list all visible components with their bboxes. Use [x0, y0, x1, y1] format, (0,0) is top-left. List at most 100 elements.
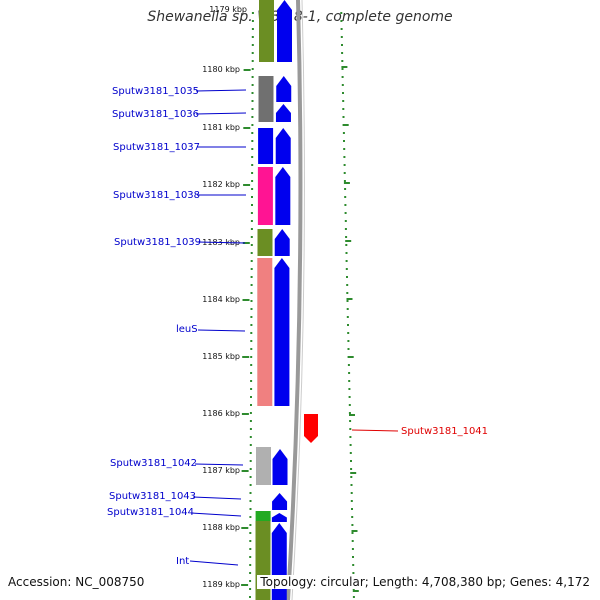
tick-dot-left	[249, 444, 252, 446]
tick-dot-left	[250, 284, 253, 286]
kbp-label: 1184 kbp	[202, 295, 240, 304]
kbp-label: 1181 kbp	[202, 123, 240, 132]
tick-dot-left	[250, 276, 253, 278]
tick-dot-left	[250, 260, 253, 262]
tick-dot-left	[249, 468, 252, 470]
forward-gene-arrow	[274, 258, 290, 406]
tick-dot-left	[249, 460, 252, 462]
tick-dot-right	[344, 212, 347, 214]
genome-backbone-edge	[291, 0, 305, 600]
tick-dot-left	[250, 324, 253, 326]
category-block	[258, 76, 274, 122]
tick-dot-right	[352, 564, 355, 566]
tick-dot-right	[347, 324, 349, 326]
tick-dot-right	[343, 140, 345, 142]
tick-dot-right	[345, 252, 348, 254]
tick-dot-right	[342, 108, 345, 110]
tick-dot-right	[342, 132, 345, 134]
tick-dot-right	[347, 340, 350, 342]
tick-dot-right	[341, 52, 344, 54]
tick-dot-left	[250, 292, 253, 294]
tick-dot-right	[349, 428, 352, 430]
tick-dot-left	[251, 196, 253, 198]
tick-dot-left	[249, 452, 252, 454]
gene-label: Int	[176, 556, 189, 567]
tick-dot-left	[251, 180, 254, 182]
tick-dot-left	[250, 300, 253, 302]
tick-dot-left	[249, 532, 252, 534]
tick-dot-right	[347, 332, 350, 334]
kbp-tick-left	[242, 242, 250, 244]
tick-dot-right	[343, 156, 346, 158]
tick-dot-right	[346, 276, 348, 278]
gene-leader-line	[189, 560, 239, 566]
tick-dot-right	[343, 164, 346, 166]
gene-label: Sputw3181_1039	[114, 237, 201, 248]
tick-dot-left	[251, 132, 254, 134]
kbp-label: 1189 kbp	[202, 580, 240, 589]
gene-leader-line	[194, 463, 244, 466]
tick-dot-left	[250, 220, 253, 222]
tick-dot-left	[251, 20, 254, 22]
tick-dot-left	[251, 188, 254, 190]
kbp-tick-left	[241, 527, 249, 529]
tick-dot-right	[344, 204, 347, 206]
tick-dot-right	[345, 244, 348, 246]
tick-dot-right	[342, 92, 344, 94]
kbp-tick-right	[352, 590, 359, 592]
tick-dot-left	[251, 100, 254, 102]
tick-dot-left	[250, 332, 253, 334]
tick-dot-right	[351, 516, 354, 518]
tick-dot-right	[348, 388, 351, 390]
tick-dot-left	[251, 124, 254, 126]
tick-dot-right	[344, 220, 347, 222]
tick-dot-right	[346, 316, 349, 318]
tick-dot-left	[251, 28, 254, 30]
category-block	[257, 167, 273, 225]
tick-dot-left	[249, 420, 252, 422]
tick-dot-right	[347, 364, 350, 366]
kbp-tick-right	[346, 298, 353, 300]
tick-dot-right	[347, 348, 350, 350]
tick-dot-right	[341, 60, 344, 62]
tick-dot-left	[249, 580, 252, 582]
tick-dot-left	[251, 156, 254, 158]
kbp-tick-right	[347, 356, 354, 358]
gene-leader-line	[351, 429, 399, 432]
category-block	[257, 258, 273, 406]
topology-label: Topology: circular; Length: 4,708,380 bp…	[257, 575, 590, 589]
tick-dot-right	[346, 284, 349, 286]
tick-dot-right	[351, 524, 354, 526]
tick-dot-left	[249, 436, 252, 438]
tick-dot-left	[251, 172, 254, 174]
tick-dot-right	[350, 500, 353, 502]
forward-gene-arrow	[271, 513, 287, 522]
genome-backbone	[286, 0, 303, 600]
tick-dot-right	[346, 300, 349, 302]
tick-dot-right	[352, 596, 355, 598]
tick-dot-left	[249, 492, 252, 494]
tick-dot-right	[341, 76, 344, 78]
tick-dot-left	[250, 396, 252, 398]
tick-dot-right	[341, 84, 344, 86]
tick-dot-right	[352, 556, 354, 558]
tick-dot-right	[350, 468, 353, 470]
tick-dot-left	[251, 68, 254, 70]
kbp-tick-right	[351, 530, 358, 532]
tick-dot-right	[348, 412, 351, 414]
forward-gene-arrow	[275, 167, 291, 225]
gene-leader-line	[196, 241, 246, 244]
tick-dot-right	[349, 420, 352, 422]
tick-dot-left	[251, 108, 254, 110]
tick-dot-right	[340, 12, 343, 14]
tick-dot-left	[250, 316, 253, 318]
kbp-label: 1185 kbp	[202, 352, 240, 361]
tick-dot-left	[250, 268, 253, 270]
kbp-tick-left	[243, 184, 251, 186]
tick-dot-right	[341, 44, 343, 46]
tick-dot-right	[340, 28, 343, 30]
tick-dot-right	[344, 188, 347, 190]
tick-dot-left	[249, 516, 252, 518]
kbp-tick-left	[242, 356, 250, 358]
